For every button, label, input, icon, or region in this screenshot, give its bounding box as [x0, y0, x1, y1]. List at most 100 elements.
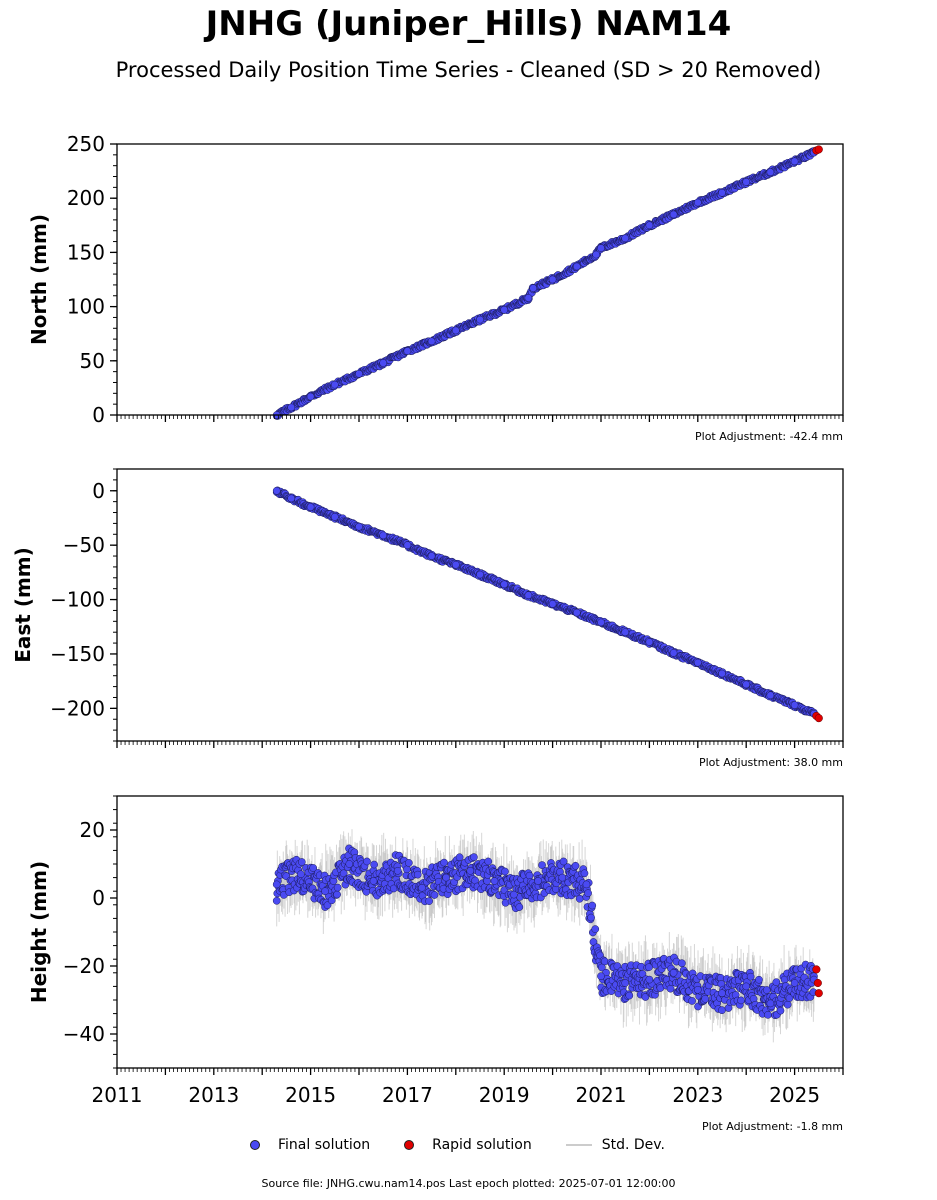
final-solution-point	[403, 541, 412, 550]
std-dev-line-icon	[565, 1144, 592, 1146]
final-solution-point	[621, 628, 630, 637]
final-solution-point	[718, 188, 726, 197]
final-solution-point	[490, 877, 499, 885]
final-solution-point	[645, 221, 654, 230]
y-axis-label: North (mm)	[27, 214, 51, 345]
final-solution-point	[501, 867, 509, 876]
final-solution-point	[418, 883, 426, 892]
plot-frame	[116, 795, 844, 1069]
final-solution-point	[287, 494, 296, 503]
final-solution-point	[790, 157, 799, 166]
final-solution-point	[693, 985, 702, 994]
final-solution-point	[790, 979, 799, 987]
final-solution-point	[764, 1010, 772, 1019]
final-solution-point	[306, 503, 315, 511]
final-solution-point	[790, 701, 799, 709]
plot-adjustment-text: Plot Adjustment: -42.4 mm	[695, 430, 843, 443]
y-tick-label: −40	[63, 1022, 105, 1046]
final-solution-point	[510, 890, 518, 899]
x-tick-label: 2011	[92, 1083, 143, 1107]
final-solution-point	[476, 570, 484, 579]
final-solution-point	[592, 250, 601, 259]
final-solution-point	[466, 866, 475, 875]
source-footer: Source file: JNHG.cwu.nam14.pos Last epo…	[261, 1177, 676, 1190]
rapid-solution-point	[813, 978, 822, 988]
final-solution-point	[534, 877, 542, 885]
y-tick-label: 250	[67, 132, 105, 156]
legend-final: Final solution	[250, 1137, 370, 1153]
y-tick-label: −200	[50, 696, 105, 720]
final-solution-point	[597, 963, 606, 972]
final-solution-point	[515, 903, 524, 911]
y-tick-label: 200	[67, 186, 105, 210]
final-solution-point	[370, 860, 378, 869]
final-solution-point	[379, 359, 388, 367]
final-solution-point	[701, 994, 710, 1003]
final-solution-point	[597, 972, 605, 981]
final-solution-point	[297, 870, 305, 879]
x-tick-label: 2019	[479, 1083, 530, 1107]
final-solution-point	[525, 871, 534, 880]
final-solution-point	[678, 959, 686, 968]
final-solution-point	[529, 284, 538, 293]
final-solution-point	[666, 984, 675, 993]
final-solution-point	[297, 858, 306, 866]
final-solution-point	[621, 234, 630, 243]
final-solution-point	[451, 560, 460, 569]
chart-subtitle: Processed Daily Position Time Series - C…	[115, 58, 822, 82]
x-tick-label: 2023	[672, 1083, 723, 1107]
final-solution-point	[500, 306, 509, 314]
final-solution-point	[440, 858, 448, 867]
final-solution-point	[742, 982, 751, 991]
chart-title: JNHG (Juniper_Hills) NAM14	[205, 4, 732, 44]
final-solution-point	[287, 403, 296, 412]
final-solution-point	[363, 857, 371, 866]
final-solution-point	[403, 347, 412, 355]
final-solution-point	[355, 522, 363, 531]
final-solution-point	[742, 680, 751, 689]
y-axis-label: East (mm)	[11, 547, 35, 663]
final-solution-point	[766, 691, 775, 700]
final-solution-point	[333, 890, 341, 899]
final-solution-point	[558, 873, 567, 882]
y-tick-label: 150	[67, 240, 105, 264]
final-solution-point	[746, 972, 755, 981]
final-solution-point	[430, 891, 439, 899]
final-solution-point	[582, 880, 591, 889]
final-solution-point	[427, 337, 436, 346]
legend-rapid-label: Rapid solution	[432, 1137, 532, 1153]
y-tick-label: 20	[80, 818, 105, 842]
final-solution-point	[451, 326, 460, 335]
final-solution-point	[272, 880, 281, 889]
final-solution-point	[584, 889, 592, 898]
final-solution-point	[500, 580, 509, 589]
final-solution-point	[559, 857, 568, 866]
final-solution-point	[404, 859, 413, 867]
final-solution-point	[785, 994, 794, 1002]
legend-rapid: Rapid solution	[404, 1137, 532, 1153]
final-solution-point	[783, 1000, 792, 1009]
final-solution-point	[737, 996, 745, 1005]
legend-std: Std. Dev.	[565, 1137, 665, 1153]
final-solution-point	[755, 975, 763, 984]
final-solution-point	[572, 262, 581, 271]
final-solution-point	[669, 649, 678, 657]
legend: Final solution Rapid solution Std. Dev.	[250, 1137, 699, 1153]
final-solution-point	[693, 198, 702, 207]
legend-final-label: Final solution	[278, 1137, 371, 1153]
final-solution-point	[669, 210, 678, 219]
final-solution-point	[369, 877, 378, 885]
y-tick-label: 50	[80, 349, 105, 373]
rapid-solution-point	[814, 989, 823, 998]
y-tick-label: 0	[92, 403, 105, 427]
final-solution-point	[597, 618, 605, 627]
rapid-solution-marker-icon	[404, 1140, 415, 1150]
y-tick-label: 0	[92, 886, 105, 910]
final-solution-point	[425, 897, 433, 905]
final-solution-point	[379, 531, 388, 540]
x-tick-label: 2025	[769, 1083, 820, 1107]
final-solution-point	[393, 866, 402, 875]
y-tick-label: −50	[63, 533, 105, 557]
final-solution-point	[455, 853, 464, 862]
